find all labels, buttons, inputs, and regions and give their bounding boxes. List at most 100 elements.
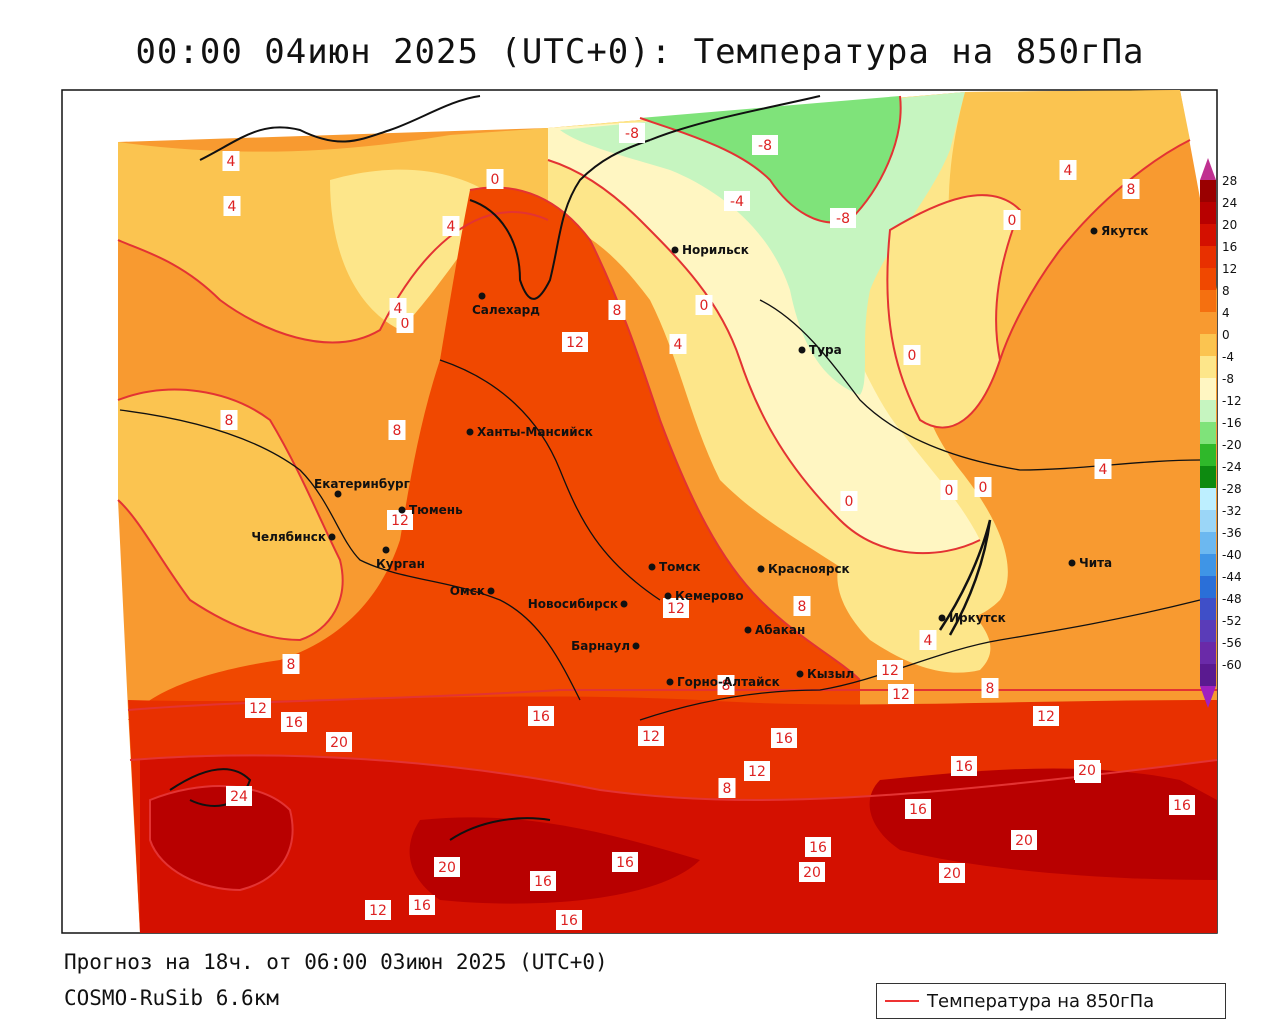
isoline-label-bg [981,678,999,698]
field-zone-0-baikal [837,552,991,673]
scale-tick-label: -16 [1222,416,1242,430]
isoline-label-bg [919,630,937,650]
scale-swatch [1200,400,1216,422]
isoline-label-bg [387,510,413,530]
balkhash-outline [449,817,551,841]
cities: Норильск Салехард Тура Якутск Ханты-Мансийск… [251,224,1148,689]
ob-gulf-coastline [469,139,651,300]
isoline-label: 16 [528,706,554,726]
isoline-label-bg [619,123,645,143]
isoline-label-bg [1169,795,1195,815]
city-dot [798,346,806,354]
isoline-label: 8 [220,410,238,430]
field-zone-minus12 [640,96,901,223]
city-label: Томск [659,560,701,574]
isoline-label-bg [608,300,626,320]
isoline-label-text: 0 [845,494,854,510]
region-border-3 [759,299,1201,471]
isoline-label-bg [528,706,554,726]
isoline-label: 12 [877,660,903,680]
isoline-label-bg [695,295,713,315]
isoline-label: 16 [771,728,797,748]
isoline-label-text: 20 [1078,763,1096,779]
city-label: Иркутск [949,611,1006,625]
city-dot [664,592,672,600]
city-dot [1068,559,1076,567]
isoline-label: -4 [724,191,750,211]
scale-swatch [1200,620,1216,642]
model-info: COSMO-RuSib 6.6км [64,986,279,1010]
isoline-label-bg [771,728,797,748]
isoline-label-bg [840,491,858,511]
city-dot [671,246,679,254]
city-label: Абакан [755,623,805,637]
city-marker: Салехард [472,292,540,317]
isoline-label: -8 [619,123,645,143]
isoline-label-bg [905,799,931,819]
isoline-label: -8 [830,208,856,228]
caspian-outline [169,768,252,807]
city-label: Чита [1079,556,1112,570]
scale-tick-label: -20 [1222,438,1242,452]
isoline-label-text: 12 [249,701,267,717]
field-zone-0-yamal [330,169,500,330]
isoline-label: 8 [717,675,735,695]
isoline-label: 16 [612,852,638,872]
isoline-label-text: -8 [758,138,772,154]
isoline-label-text: 8 [798,599,807,615]
isoline-label-bg [1059,160,1077,180]
isoline-label-text: 16 [775,731,793,747]
city-dot [632,642,640,650]
isoline-label: 20 [939,863,965,883]
isoline-label-bg [612,852,638,872]
isoline-plus4-ne [999,139,1191,361]
city-marker: Норильск [671,243,749,257]
isoline-label: 8 [981,678,999,698]
isoline-label-text: 12 [391,513,409,529]
isoline-label-bg [744,761,770,781]
scale-swatch [1200,554,1216,576]
scale-tick-label: -4 [1222,350,1234,364]
isoline-minus8 [639,95,902,224]
region-border-1 [119,409,581,701]
scale-tick-label: 16 [1222,240,1237,254]
scale-swatch [1200,334,1216,356]
isoline-label-bg [793,596,811,616]
isoline-label-text: 16 [285,715,303,731]
field-zone-plus24-sw [150,786,293,890]
city-marker: Барнаул [571,639,640,653]
isoline-label: 16 [905,799,931,819]
scale-swatch [1200,598,1216,620]
taimyr-coastline [649,95,821,141]
isoline-label: 12 [245,698,271,718]
isoline-label: 8 [608,300,626,320]
field-zone-plus4-ne [948,90,1190,360]
scale-swatch [1200,576,1216,598]
city-marker: Красноярск [757,562,850,576]
scale-tick-label: -12 [1222,394,1242,408]
legend-line-swatch [885,1000,919,1002]
scale-tick-label: 20 [1222,218,1237,232]
isoline-label-bg [799,862,825,882]
isoline-label: 8 [282,654,300,674]
isoline-label-text: 4 [228,199,237,215]
isoline-label-text: 8 [986,681,995,697]
isoline-label: 12 [744,761,770,781]
scale-swatch [1200,268,1216,290]
isoline-label-text: 20 [943,866,961,882]
isoline-label-bg [326,732,352,752]
isoline-zero-ne [886,194,1022,429]
isoline-label-bg [1003,210,1021,230]
scale-swatch [1200,444,1216,466]
city-label: Кызыл [807,667,854,681]
isoline-label-text: 12 [1037,709,1055,725]
isoline-label-bg [388,420,406,440]
city-marker: Тура [798,343,842,357]
isoline-label: 16 [409,895,435,915]
isoline-label-bg [1122,179,1140,199]
isoline-label-bg [245,698,271,718]
forecast-info: Прогноз на 18ч. от 06:00 03июн 2025 (UTC… [64,950,608,974]
city-label: Красноярск [768,562,850,576]
scale-swatch [1200,664,1216,686]
